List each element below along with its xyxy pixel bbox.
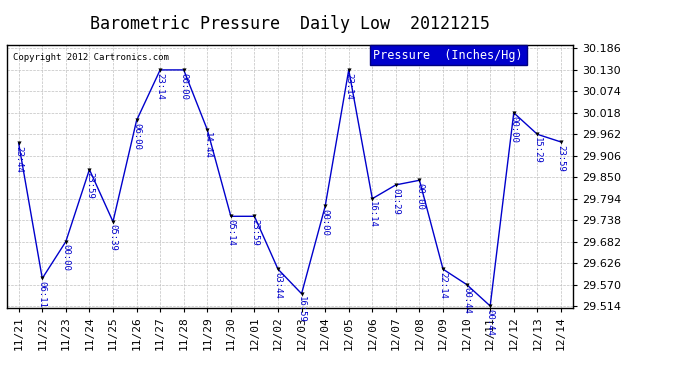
Text: 23:59: 23:59 bbox=[250, 219, 259, 246]
Text: 23:59: 23:59 bbox=[85, 172, 94, 199]
Text: 23:44: 23:44 bbox=[14, 146, 23, 173]
Text: 01:29: 01:29 bbox=[391, 188, 400, 214]
Text: 00:00: 00:00 bbox=[509, 116, 518, 142]
Text: 22:14: 22:14 bbox=[439, 272, 448, 299]
Text: Barometric Pressure  Daily Low  20121215: Barometric Pressure Daily Low 20121215 bbox=[90, 15, 490, 33]
Text: 00:44: 00:44 bbox=[462, 287, 471, 314]
Text: 23:14: 23:14 bbox=[156, 73, 165, 99]
Text: 16:14: 16:14 bbox=[368, 201, 377, 228]
Text: 00:44: 00:44 bbox=[486, 309, 495, 336]
Text: 00:00: 00:00 bbox=[61, 244, 70, 271]
Text: 05:14: 05:14 bbox=[226, 219, 235, 246]
Text: Copyright 2012 Cartronics.com: Copyright 2012 Cartronics.com bbox=[12, 53, 168, 62]
Text: 15:29: 15:29 bbox=[533, 137, 542, 164]
Text: 23:14: 23:14 bbox=[344, 73, 353, 99]
Text: 06:00: 06:00 bbox=[132, 123, 141, 150]
Text: 05:39: 05:39 bbox=[108, 225, 117, 251]
Text: 23:59: 23:59 bbox=[556, 145, 565, 172]
Text: 06:11: 06:11 bbox=[38, 281, 47, 308]
Text: 00:00: 00:00 bbox=[321, 209, 330, 236]
Text: 16:59: 16:59 bbox=[297, 297, 306, 323]
Text: 00:00: 00:00 bbox=[415, 183, 424, 210]
Text: Pressure  (Inches/Hg): Pressure (Inches/Hg) bbox=[373, 49, 523, 62]
Text: 14:44: 14:44 bbox=[203, 132, 212, 159]
Text: 00:00: 00:00 bbox=[179, 73, 188, 99]
Text: 03:44: 03:44 bbox=[273, 272, 282, 299]
